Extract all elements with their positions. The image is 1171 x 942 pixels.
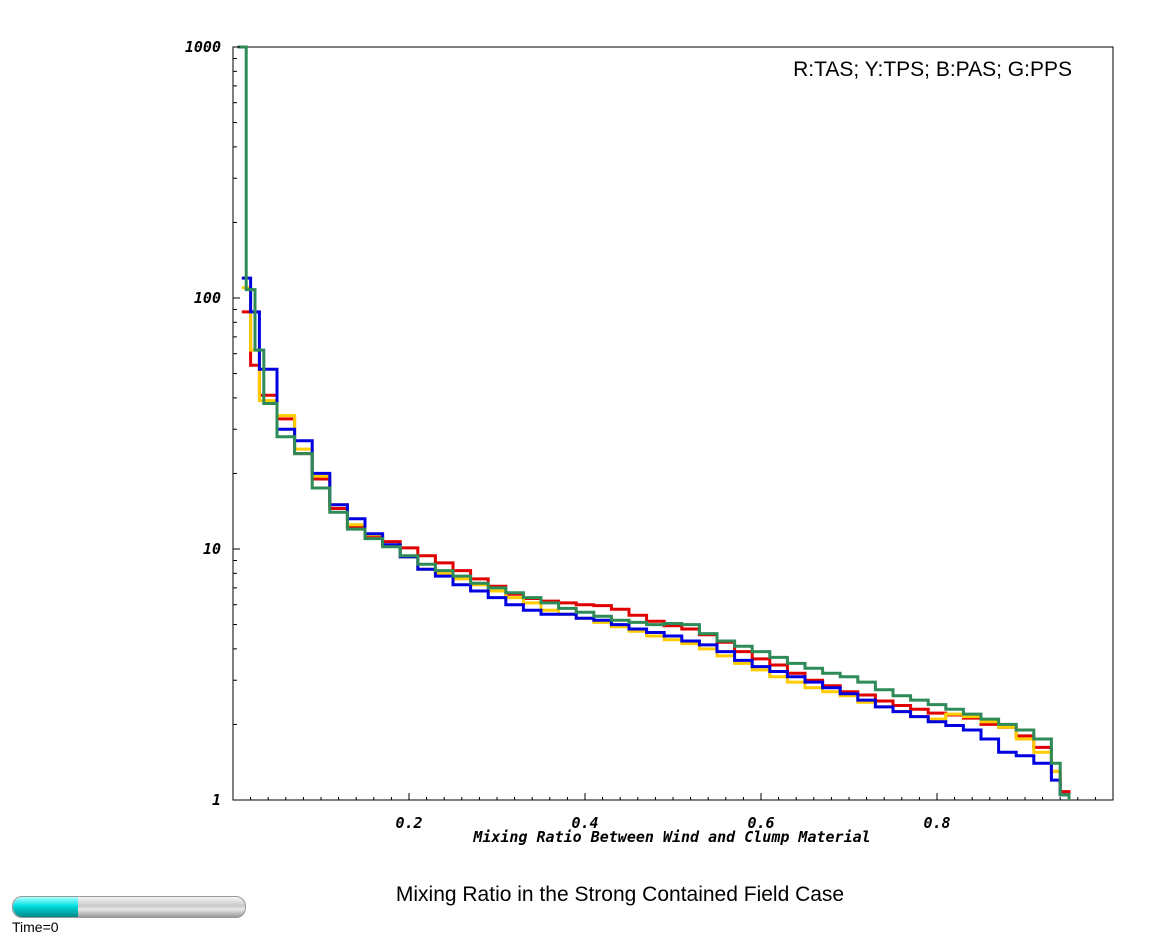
x-tick-label: 0.2 [395,814,422,832]
series-group [237,45,1071,800]
y-tick-label: 1000 [185,38,221,56]
x-tick-label: 0.8 [923,814,950,832]
x-axis-label: Mixing Ratio Between Wind and Clump Mate… [472,828,870,846]
x-tick-label: 0.6 [747,814,774,832]
plot-frame [232,46,1114,801]
x-axis-ticks: 0.2 0.4 0.6 0.8 [395,793,951,832]
y-axis-ticks: 1 10 100 1000 [185,38,240,809]
x-minor-ticks [250,797,1096,800]
y-tick-label: 10 [203,540,221,558]
time-label: Time=0 [12,919,59,935]
x-tick-label: 0.4 [571,814,598,832]
legend-text: R:TAS; Y:TPS; B:PAS; G:PPS [793,58,1072,81]
series-line-4 [237,45,1071,800]
y-tick-label: 1 [212,791,221,809]
y-minor-ticks [233,57,237,725]
time-slider[interactable] [12,896,246,918]
series-line-3 [241,276,1071,800]
time-slider-fill [13,897,78,917]
y-tick-label: 100 [194,289,221,307]
chart-title: Mixing Ratio in the Strong Contained Fie… [395,883,845,906]
